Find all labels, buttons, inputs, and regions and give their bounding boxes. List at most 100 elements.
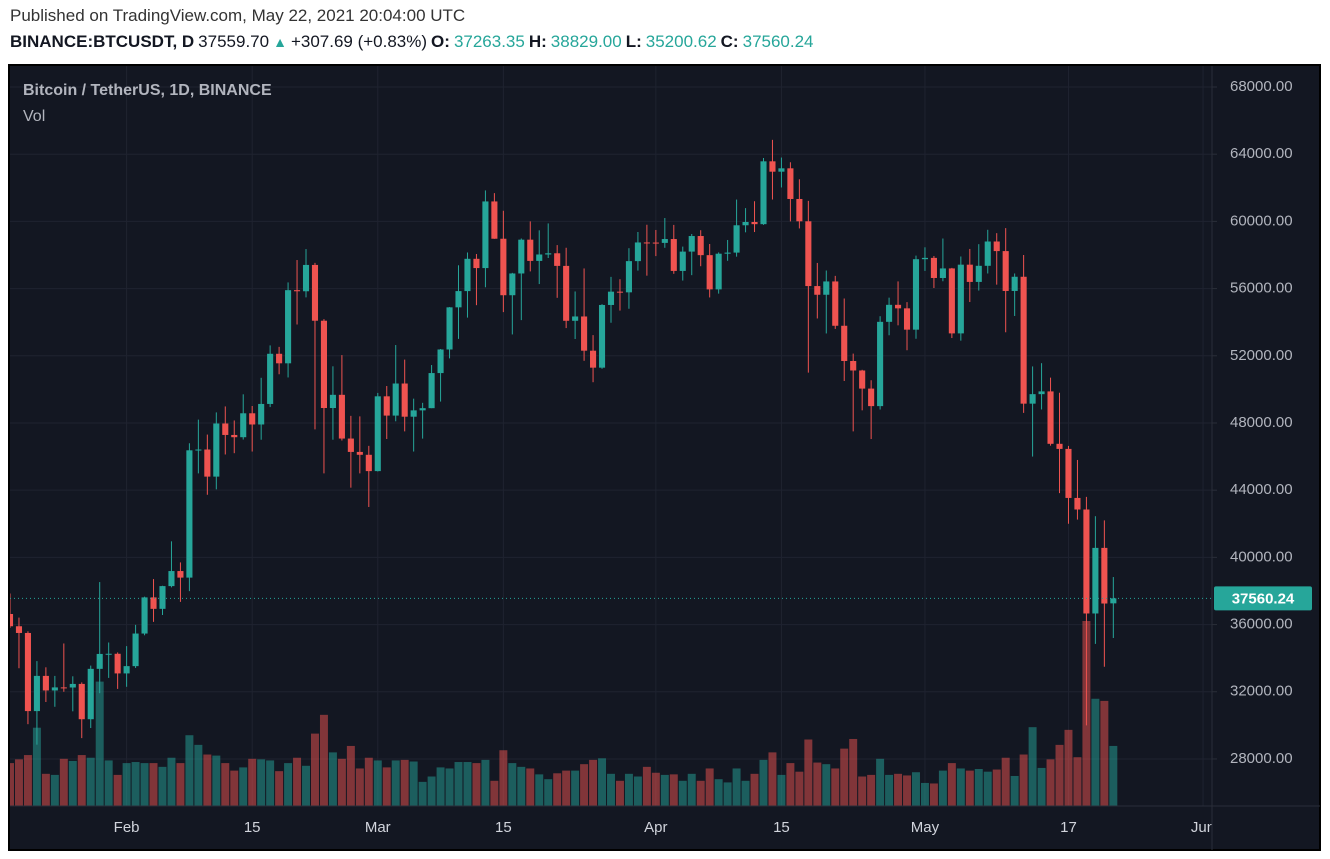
candle-body (1002, 251, 1009, 291)
published-line: Published on TradingView.com, May 22, 20… (10, 6, 466, 25)
volume-bar (23, 755, 32, 806)
volume-bar (382, 767, 391, 806)
open-value: 37263.35 (453, 32, 525, 51)
candle-body (868, 388, 875, 407)
candle-body (392, 383, 399, 416)
volume-bar (176, 763, 185, 806)
candle-body (267, 353, 274, 404)
candle-body (446, 307, 453, 350)
volume-bar (248, 758, 257, 806)
candle-body (1074, 497, 1081, 510)
volume-bar (858, 776, 867, 806)
volume-bar (158, 766, 167, 806)
volume-bar (651, 772, 660, 806)
volume-bar (266, 760, 275, 806)
y-tick-label: 28000.00 (1230, 750, 1293, 767)
volume-bar (221, 763, 230, 806)
volume-bar (1082, 621, 1091, 806)
y-tick-label: 56000.00 (1230, 280, 1293, 297)
last-price-box (1214, 586, 1312, 611)
volume-bar (741, 780, 750, 806)
volume-legend: Vol (23, 108, 45, 125)
candle-body (670, 239, 677, 271)
volume-bar (696, 780, 705, 806)
candle-body (751, 221, 758, 225)
volume-bar (544, 779, 553, 806)
volume-bar (203, 754, 212, 806)
x-tick-label: May (911, 819, 940, 836)
last-price: 37559.70 (198, 32, 270, 51)
volume-bar (876, 758, 885, 806)
candle-body (222, 423, 229, 435)
volume-bar (59, 758, 68, 806)
volume-bar (795, 771, 804, 806)
symbol: BINANCE:BTCUSDT, D (10, 32, 195, 51)
candle-body (590, 350, 597, 368)
volume-bar (1037, 767, 1046, 806)
volume-bar (1100, 700, 1109, 806)
candle-body (760, 161, 767, 225)
volume-bar (938, 770, 947, 806)
symbol-line: BINANCE:BTCUSDT, D 37559.70 ▲ +307.69 (+… (10, 32, 814, 52)
volume-bar (275, 771, 284, 806)
volume-bar (660, 774, 669, 806)
volume-bar (185, 735, 194, 806)
volume-bar (436, 767, 445, 806)
candle-body (536, 254, 543, 261)
candle-body (302, 264, 310, 292)
candle-body (598, 304, 606, 368)
volume-bar (974, 769, 983, 806)
volume-bar (257, 759, 266, 806)
volume-bar (723, 782, 732, 806)
volume-bar (194, 744, 203, 806)
x-tick-label: 17 (1060, 819, 1077, 836)
volume-bar (373, 760, 382, 806)
candle-body (51, 687, 58, 691)
volume-bar (517, 766, 526, 806)
candle-body (984, 241, 991, 266)
volume-bar (867, 774, 876, 806)
change: +307.69 (+0.83%) (290, 32, 428, 51)
candle-body (643, 242, 650, 244)
candle-body (141, 597, 148, 634)
y-tick-label: 40000.00 (1230, 548, 1293, 565)
candle-body (634, 242, 641, 262)
candle-body (240, 413, 247, 438)
volume-bar (750, 773, 759, 806)
volume-bar (598, 758, 607, 806)
volume-bar (956, 768, 965, 806)
candle-body (769, 161, 776, 172)
candle-body (948, 268, 955, 334)
volume-bar (239, 767, 248, 806)
low-label: L: (625, 32, 642, 51)
low-value: 35200.62 (645, 32, 717, 51)
candle-body (87, 668, 94, 720)
candle-body (276, 353, 283, 364)
y-tick-label: 68000.00 (1230, 78, 1293, 95)
volume-bar (472, 763, 481, 806)
candle-body (894, 304, 902, 309)
candle-body (850, 360, 857, 371)
candle-body (1011, 276, 1018, 291)
volume-bar (822, 764, 831, 806)
candle-body (150, 597, 157, 609)
volume-bar (104, 760, 113, 806)
y-tick-label: 60000.00 (1230, 212, 1293, 229)
candle-body (1092, 547, 1099, 614)
volume-bar (813, 762, 822, 806)
chart-background (8, 64, 1321, 851)
volume-bar (346, 745, 355, 806)
candle-body (258, 403, 265, 425)
candle-body (688, 236, 695, 252)
y-tick-label: 44000.00 (1230, 481, 1293, 498)
volume-bar (149, 763, 158, 806)
volume-bar (427, 776, 436, 806)
volume-bar (678, 780, 687, 806)
candle-body (338, 394, 345, 439)
x-tick-label: 15 (773, 819, 790, 836)
candle-body (10, 613, 14, 627)
candle-body (706, 255, 713, 290)
volume-bar (499, 750, 508, 806)
candle-body (437, 349, 444, 374)
volume-bar (633, 776, 642, 806)
